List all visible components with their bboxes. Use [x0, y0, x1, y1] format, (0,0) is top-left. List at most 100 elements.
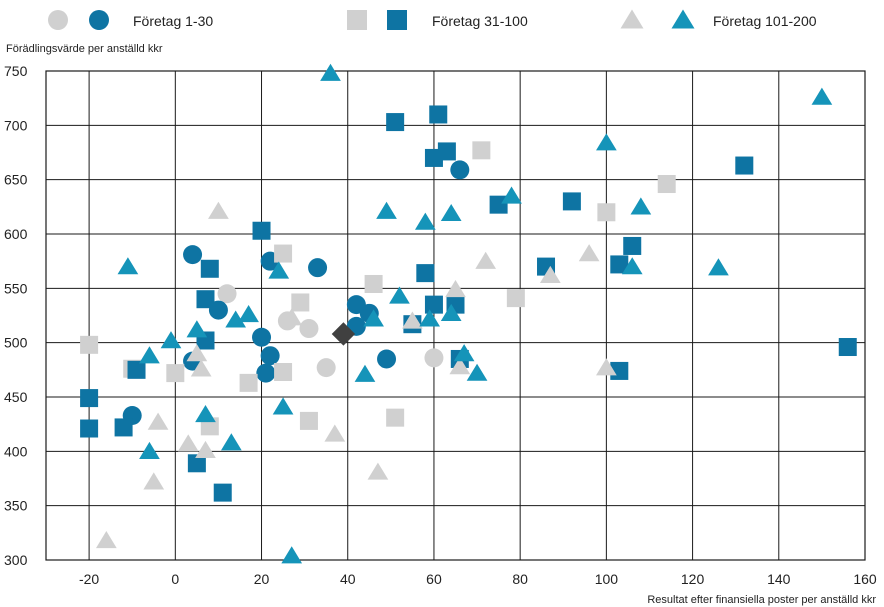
- data-point-square: [610, 361, 629, 380]
- data-point-triangle: [195, 404, 216, 423]
- data-point-square: [200, 259, 219, 278]
- legend-triangle-light-icon: [620, 9, 644, 29]
- data-point-triangle: [414, 212, 436, 230]
- data-point-triangle: [190, 359, 212, 377]
- x-tick-label: 40: [340, 571, 356, 587]
- data-point-triangle: [596, 133, 617, 151]
- data-point-triangle: [708, 258, 729, 276]
- data-point-circle: [308, 258, 328, 278]
- legend-triangle-dark-icon: [671, 9, 695, 29]
- data-point-triangle: [221, 433, 242, 451]
- data-point-triangle: [281, 308, 303, 326]
- legend-label: Företag 101-200: [713, 13, 817, 29]
- data-point-square: [610, 255, 629, 274]
- data-point-triangle: [281, 546, 303, 564]
- data-point-triangle: [449, 357, 471, 375]
- data-point-circle: [424, 348, 444, 368]
- y-tick-label: 750: [4, 63, 28, 79]
- data-point-square: [472, 141, 491, 160]
- data-point-square: [657, 175, 676, 194]
- x-tick-label: 20: [254, 571, 270, 587]
- data-point-square: [80, 389, 99, 408]
- data-point-triangle: [419, 309, 440, 327]
- data-point-square: [735, 156, 754, 175]
- grid: [45, 70, 866, 561]
- data-point-triangle: [596, 358, 617, 376]
- x-tick-label: 100: [595, 571, 619, 587]
- x-tick-label: -20: [79, 571, 99, 587]
- data-point-triangle: [475, 251, 497, 269]
- y-tick-label: 350: [4, 498, 28, 514]
- data-point-square: [562, 192, 581, 211]
- legend-label: Företag 1-30: [133, 13, 213, 29]
- data-point-square: [213, 483, 232, 502]
- data-point-square: [299, 411, 318, 430]
- data-points: [80, 63, 857, 564]
- data-point-square: [364, 274, 383, 293]
- x-tick-label: 0: [171, 571, 179, 587]
- data-point-triangle: [440, 303, 462, 322]
- data-point-triangle: [186, 344, 208, 362]
- data-point-circle: [183, 245, 203, 265]
- data-point-triangle: [177, 434, 199, 452]
- legend-circle-light-icon: [48, 10, 68, 30]
- data-point-square: [623, 236, 642, 255]
- data-point-triangle: [578, 244, 600, 262]
- data-point-triangle: [501, 186, 522, 204]
- data-point-triangle: [445, 280, 466, 298]
- data-point-triangle: [440, 203, 462, 222]
- data-point-triangle: [139, 441, 160, 460]
- data-point-square: [291, 293, 310, 312]
- data-point-triangle: [539, 265, 561, 283]
- data-point-square: [252, 221, 271, 240]
- data-point-square: [489, 195, 508, 214]
- data-point-triangle: [354, 364, 376, 382]
- y-tick-label: 500: [4, 335, 28, 351]
- data-point-triangle: [376, 201, 397, 219]
- data-point-triangle: [160, 331, 182, 349]
- data-point-square: [416, 264, 435, 283]
- x-tick-label: 140: [767, 571, 791, 587]
- data-point-triangle: [466, 363, 488, 381]
- data-point-circle: [316, 358, 336, 378]
- y-tick-label: 650: [4, 172, 28, 188]
- data-point-square: [80, 335, 99, 354]
- data-point-triangle: [225, 310, 247, 328]
- data-point-triangle: [363, 309, 384, 327]
- data-point-square: [429, 105, 448, 124]
- x-tick-label: 120: [681, 571, 705, 587]
- data-point-circle: [299, 319, 319, 339]
- legend-square-dark-icon: [387, 10, 407, 30]
- data-point-triangle: [238, 305, 259, 323]
- data-point-triangle: [147, 412, 169, 430]
- data-point-triangle: [117, 257, 139, 275]
- data-point-triangle: [208, 201, 229, 219]
- data-point-triangle: [272, 397, 294, 415]
- data-point-square: [386, 113, 405, 132]
- data-point-square: [196, 290, 215, 309]
- data-point-triangle: [621, 257, 643, 275]
- data-point-circle: [377, 349, 397, 369]
- x-tick-label: 60: [426, 571, 442, 587]
- data-point-triangle: [320, 63, 341, 81]
- data-point-triangle: [811, 87, 833, 105]
- data-point-square: [114, 418, 133, 437]
- data-point-triangle: [453, 344, 475, 362]
- data-point-square: [274, 363, 293, 382]
- data-point-triangle: [367, 462, 389, 480]
- y-tick-label: 600: [4, 226, 28, 242]
- data-point-square: [80, 419, 99, 438]
- data-point-square: [386, 408, 405, 427]
- y-tick-label: 300: [4, 552, 28, 568]
- data-point-square: [187, 454, 206, 473]
- x-tick-label: 160: [853, 571, 877, 587]
- legend-label: Företag 31-100: [432, 13, 528, 29]
- data-point-triangle: [186, 320, 208, 338]
- data-point-triangle: [195, 440, 216, 458]
- data-point-triangle: [143, 472, 165, 490]
- data-point-square: [127, 360, 146, 379]
- x-tick-label: 80: [512, 571, 528, 587]
- data-point-square: [166, 364, 185, 383]
- data-point-triangle: [630, 197, 652, 215]
